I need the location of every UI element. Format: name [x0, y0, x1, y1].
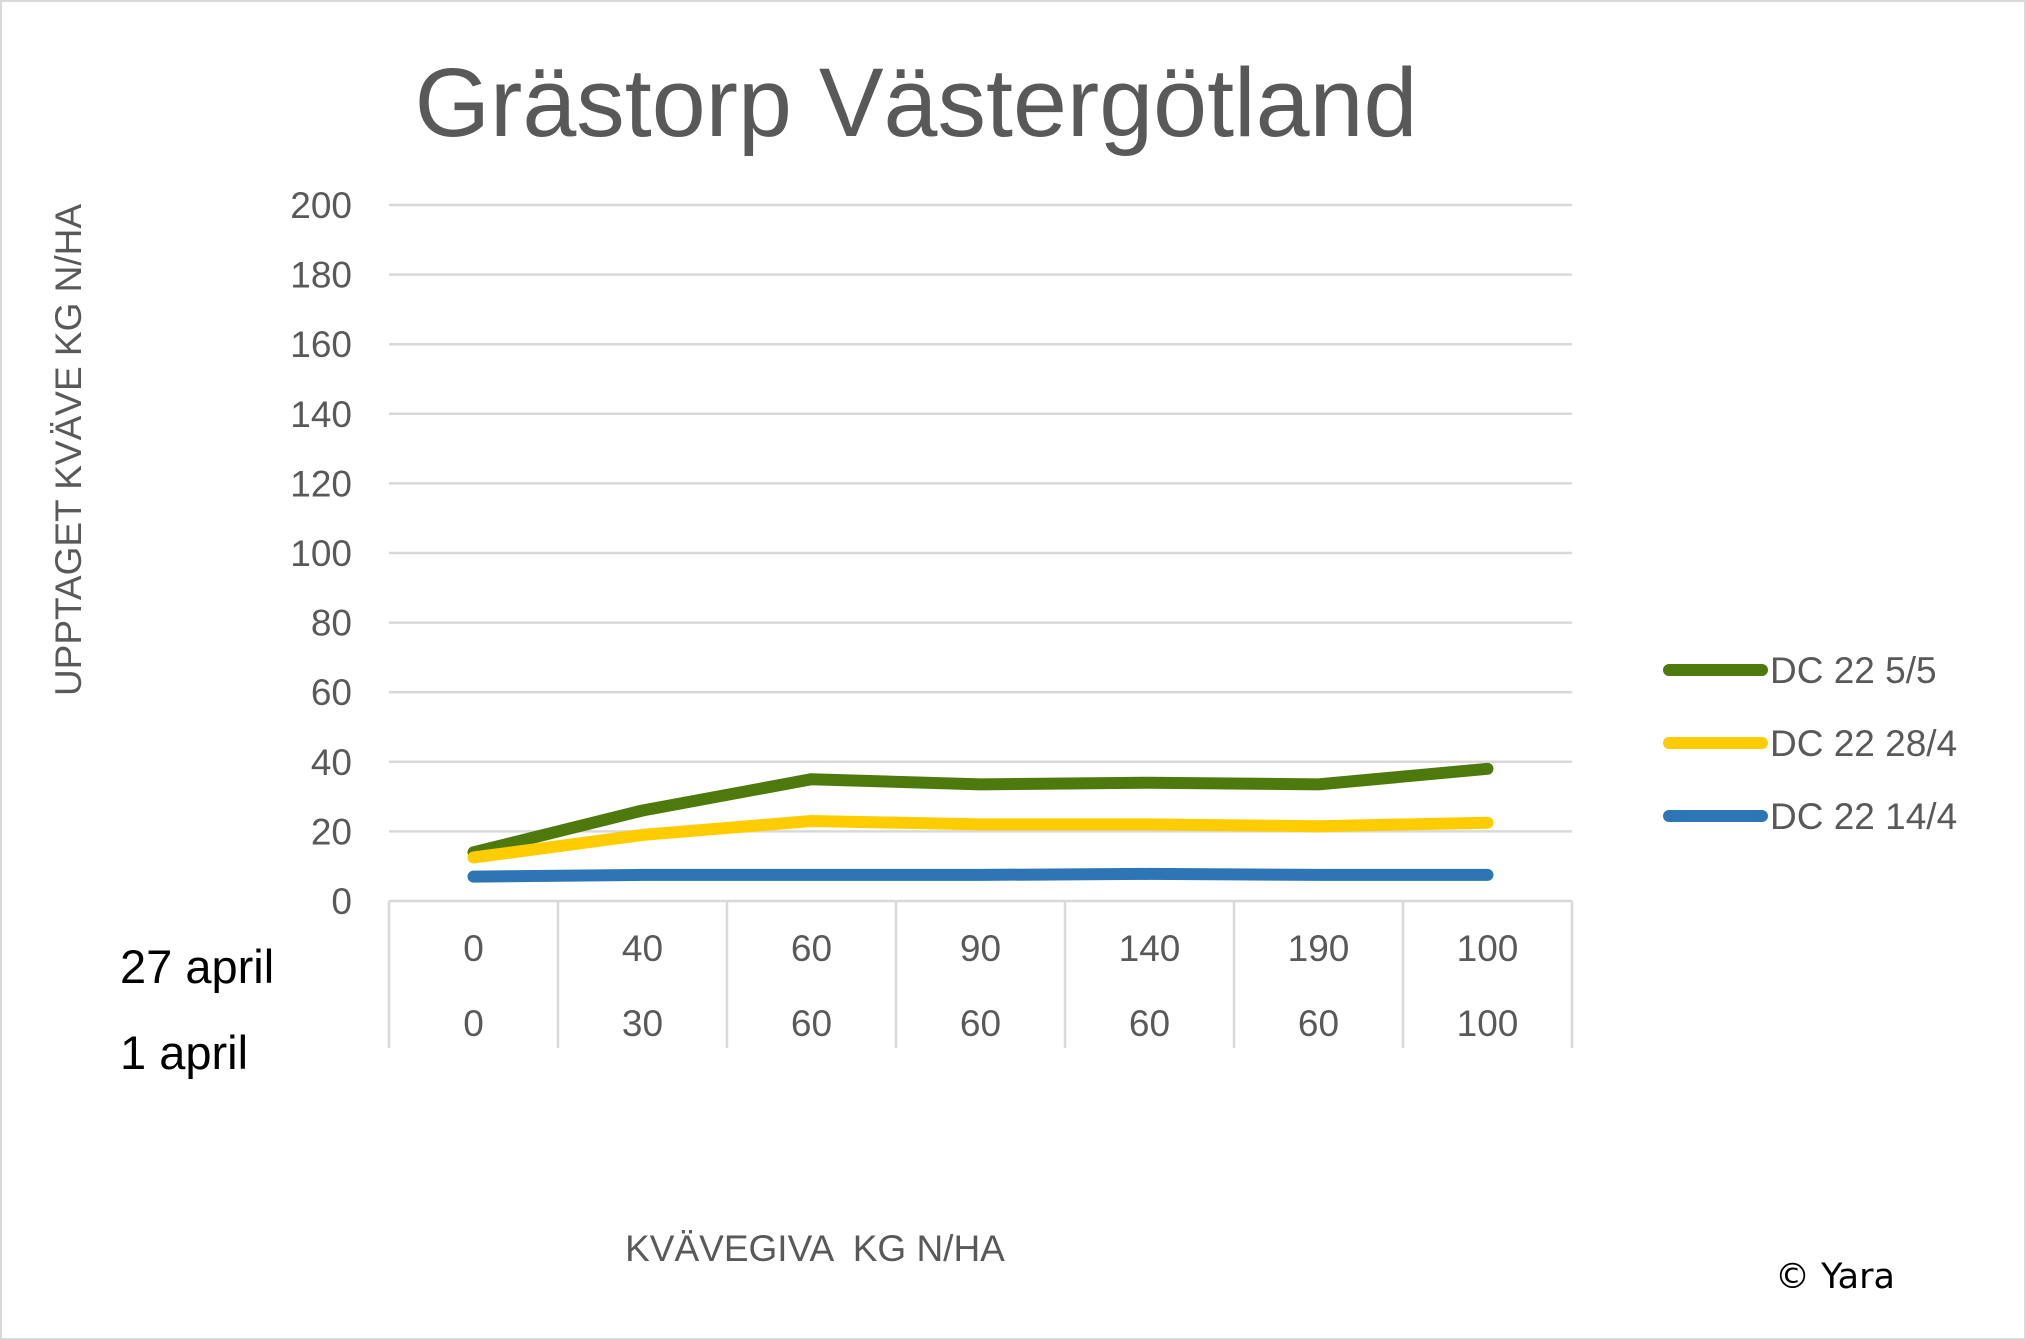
x-axis: 0 40 60 90 140 190 100 0 30 60 60 60 60 100	[387, 899, 1574, 1048]
x-tick-label: 40	[622, 928, 663, 969]
x-tick-label: 100	[1457, 928, 1519, 969]
x-tick-label: 0	[463, 1003, 484, 1044]
x-tick-label: 30	[622, 1003, 663, 1044]
series-lines	[467, 762, 1494, 883]
gridlines	[389, 203, 1572, 833]
y-tick-label: 140	[290, 394, 352, 435]
y-tick-label: 100	[290, 533, 352, 574]
x-tick-label: 60	[960, 1003, 1001, 1044]
x-tick-label: 60	[1129, 1003, 1170, 1044]
category-row-labels: 27 april 1 april	[120, 940, 274, 1079]
x-tick-label: 60	[1298, 1003, 1339, 1044]
y-tick-label: 40	[311, 742, 352, 783]
legend-label: DC 22 5/5	[1770, 650, 1937, 691]
legend-label: DC 22 28/4	[1770, 723, 1957, 764]
x-tick-label: 100	[1457, 1003, 1519, 1044]
legend-label: DC 22 14/4	[1770, 796, 1957, 837]
y-tick-label: 60	[311, 672, 352, 713]
x-tick-label: 190	[1288, 928, 1350, 969]
y-axis-title: UPPTAGET KVÄVE KG N/HA	[48, 204, 89, 696]
y-tick-label: 120	[290, 463, 352, 504]
legend: DC 22 5/5 DC 22 28/4 DC 22 14/4	[1663, 650, 1957, 837]
category-row-label: 27 april	[120, 940, 274, 993]
y-tick-label: 0	[331, 881, 352, 922]
copyright-text: © Yara	[1775, 1257, 1895, 1297]
y-tick-label: 180	[290, 255, 352, 296]
series-line	[467, 762, 1494, 859]
y-tick-label: 200	[290, 185, 352, 226]
series-line	[467, 815, 1494, 864]
y-axis-ticks: 0 20 40 60 80 100 120 140 160 180 200	[290, 185, 352, 922]
x-tick-label: 0	[463, 928, 484, 969]
x-tick-label: 60	[791, 928, 832, 969]
y-tick-label: 80	[311, 603, 352, 644]
x-tick-label: 140	[1119, 928, 1181, 969]
x-tick-label: 90	[960, 928, 1001, 969]
x-tick-label: 60	[791, 1003, 832, 1044]
category-row-label: 1 april	[120, 1026, 248, 1079]
x-axis-title: KVÄVEGIVA KG N/HA	[625, 1228, 1005, 1269]
chart-title: Grästorp Västergötland	[415, 48, 1418, 157]
series-line	[467, 867, 1494, 883]
y-tick-label: 160	[290, 324, 352, 365]
y-tick-label: 20	[311, 811, 352, 852]
